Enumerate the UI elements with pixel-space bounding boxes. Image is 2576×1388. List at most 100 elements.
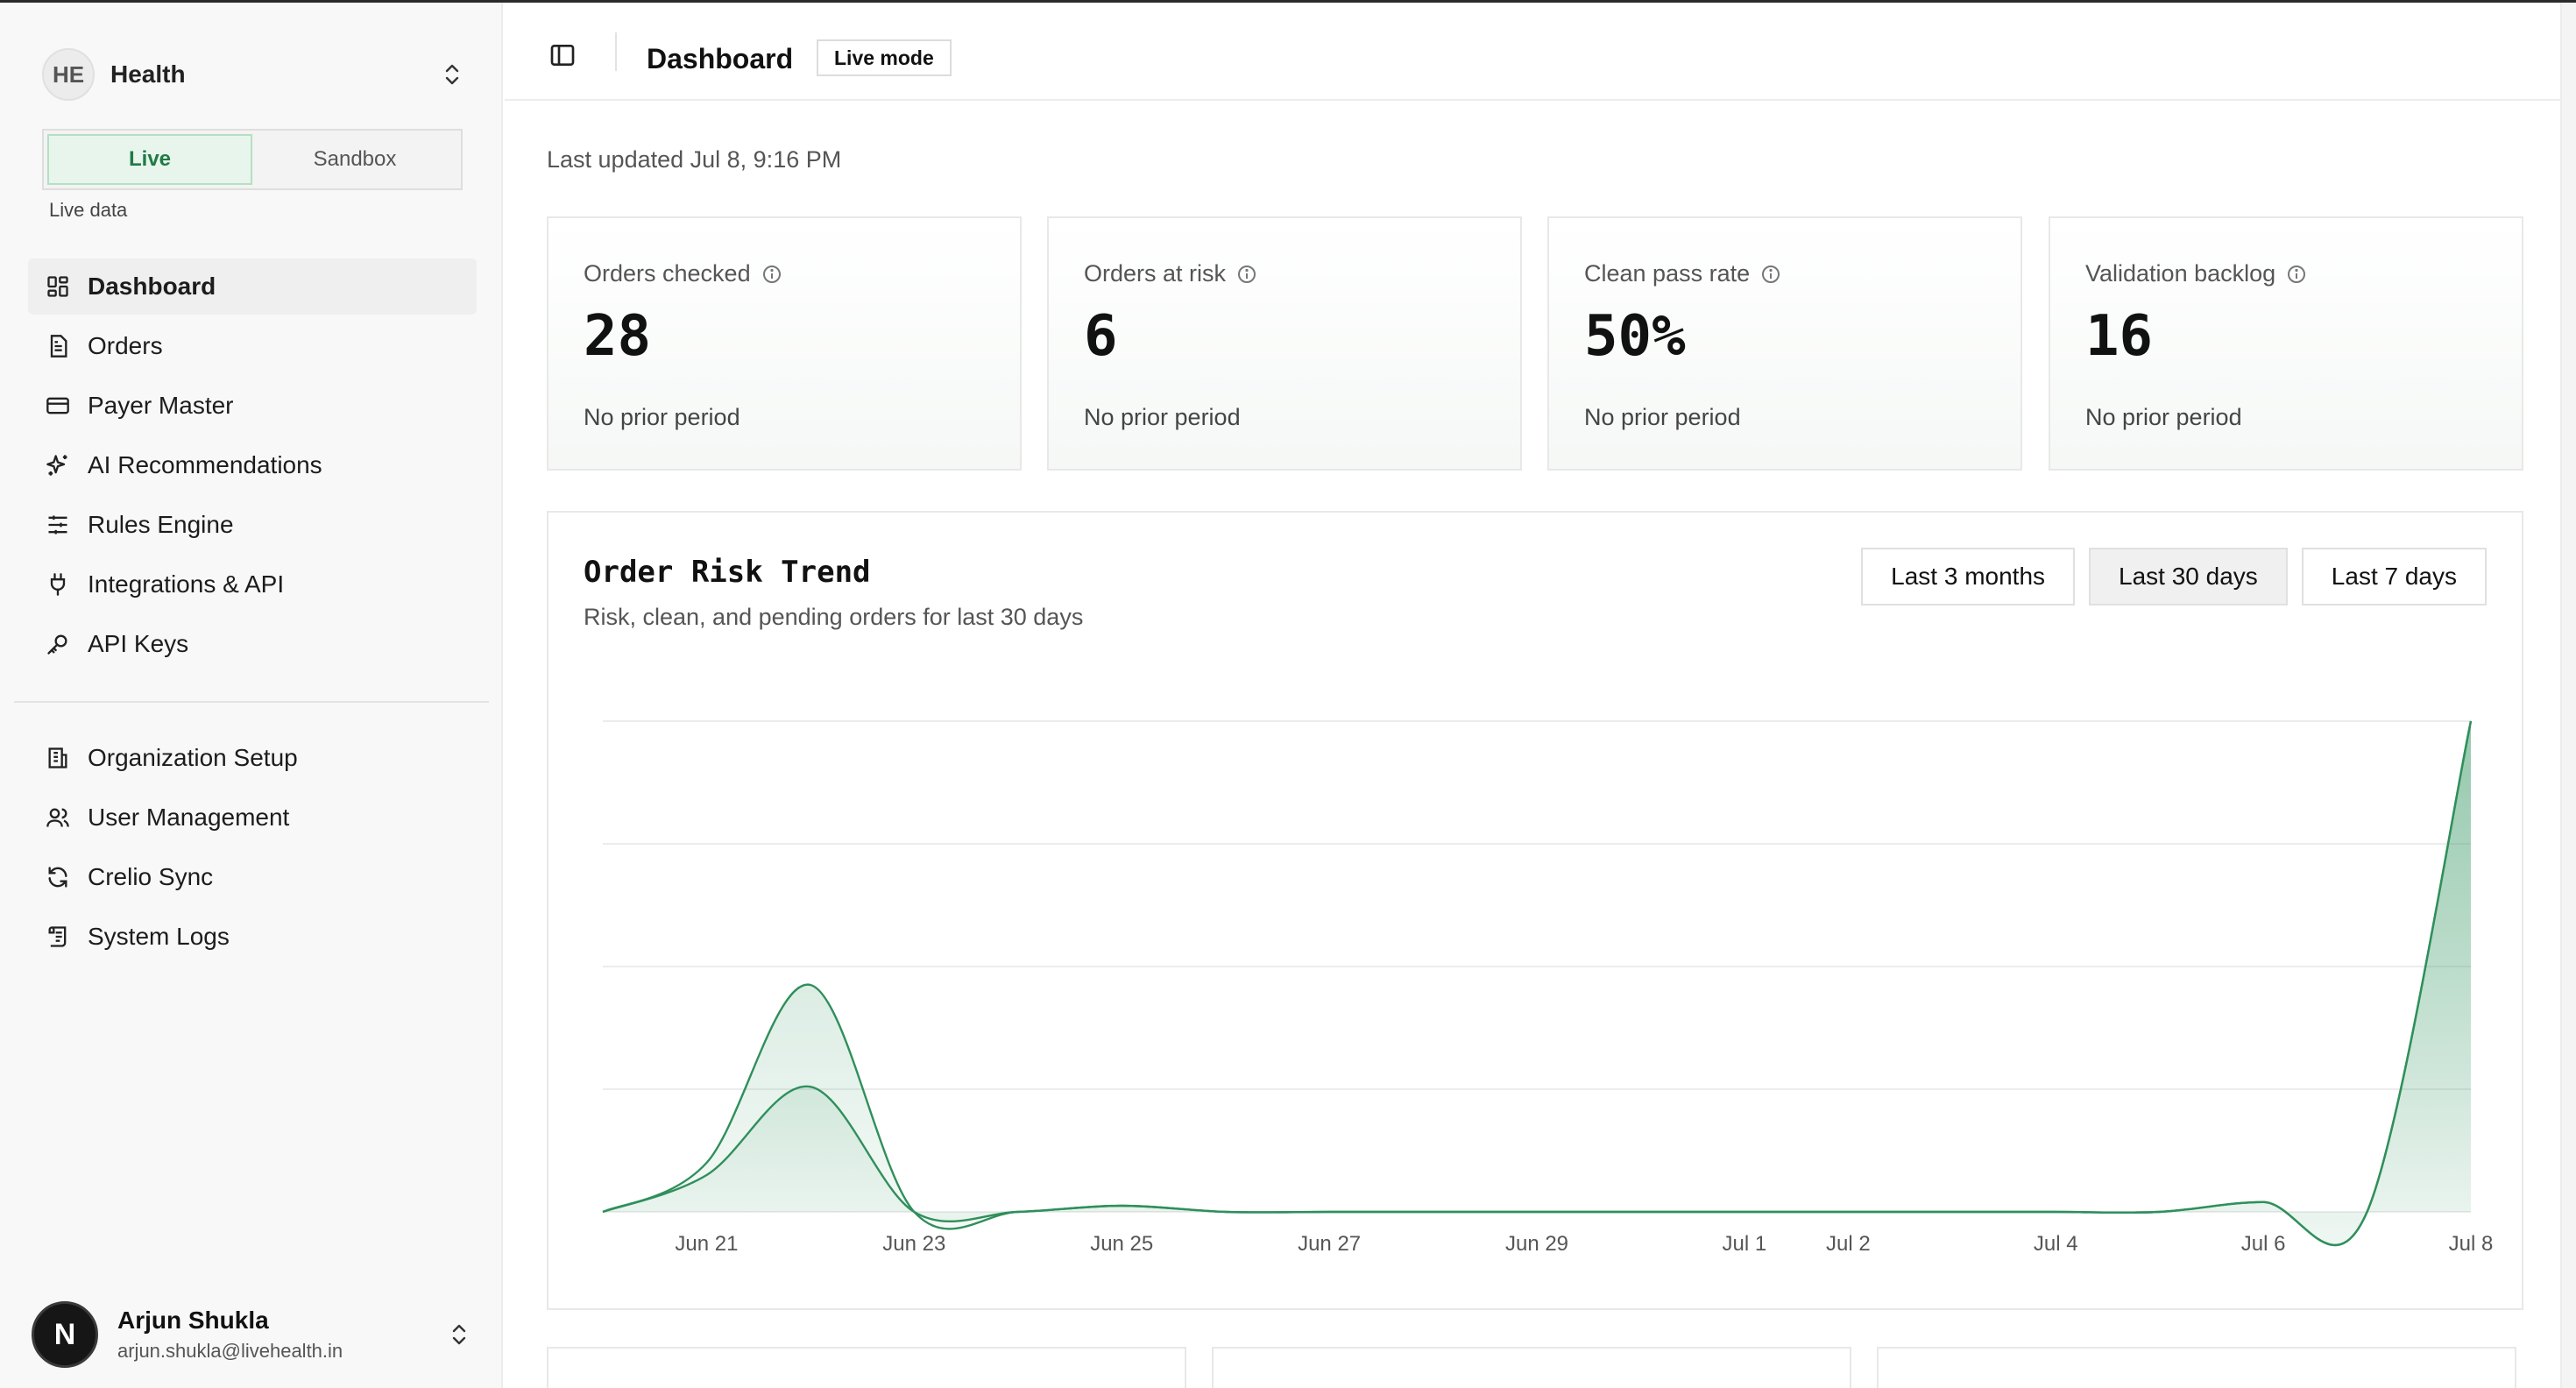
stats-row: Orders checked 28 No prior period Orders… [547, 216, 2523, 471]
user-menu[interactable]: N Arjun Shukla arjun.shukla@livehealth.i… [32, 1299, 470, 1370]
stat-label: Clean pass rate [1584, 260, 1781, 287]
environment-toggle: Live Sandbox [42, 129, 463, 190]
nav-item-api-keys[interactable]: API Keys [28, 616, 477, 672]
page-title: Dashboard [647, 43, 794, 74]
org-switcher[interactable]: HE Health [42, 48, 463, 101]
info-icon[interactable] [1236, 264, 1257, 285]
x-tick-label: Jul 4 [2034, 1232, 2078, 1256]
x-tick-label: Jun 23 [882, 1232, 945, 1256]
primary-nav: Dashboard Orders Payer Master AI Recomme… [28, 258, 477, 676]
x-tick-label: Jun 25 [1090, 1232, 1153, 1256]
window-top-border [0, 0, 2576, 3]
range-last-30-days-button[interactable]: Last 30 days [2089, 548, 2288, 605]
stat-comparison: No prior period [1084, 404, 1241, 430]
stat-label-text: Clean pass rate [1584, 260, 1751, 287]
trend-chart: Jun 21 Jun 23 Jun 25 Jun 27 Jun 29 Jul 1 Jul 2… [602, 720, 2494, 1256]
document-icon [44, 332, 72, 360]
user-name: Arjun Shukla [117, 1307, 269, 1334]
sync-icon [44, 863, 72, 891]
x-tick-label: Jul 8 [2449, 1232, 2494, 1256]
stat-label-text: Validation backlog [2085, 260, 2276, 287]
stat-card-orders-at-risk: Orders at risk 6 No prior period [1047, 216, 1522, 471]
nav-item-dashboard[interactable]: Dashboard [28, 258, 477, 315]
card-icon [44, 392, 72, 420]
nav-item-system-logs[interactable]: System Logs [28, 909, 477, 965]
chevron-up-down-icon[interactable] [442, 60, 463, 89]
range-last-3-months-button[interactable]: Last 3 months [1861, 548, 2076, 605]
scrollbar-track[interactable] [2560, 3, 2576, 1388]
scroll-icon [44, 923, 72, 951]
stat-comparison: No prior period [1584, 404, 1741, 430]
live-mode-badge: Live mode [817, 39, 952, 76]
user-info: Arjun Shukla arjun.shukla@livehealth.in [117, 1307, 343, 1363]
stat-value: 50% [1584, 304, 1686, 369]
x-tick-label: Jul 6 [2241, 1232, 2286, 1256]
bottom-card [547, 1347, 1186, 1388]
nav-item-crelio-sync[interactable]: Crelio Sync [28, 849, 477, 905]
live-mode-button[interactable]: Live [47, 134, 252, 185]
plug-icon [44, 570, 72, 598]
x-tick-label: Jun 29 [1505, 1232, 1568, 1256]
nav-label: Rules Engine [88, 511, 234, 538]
nav-label: Organization Setup [88, 744, 298, 771]
chart-title: Order Risk Trend [584, 555, 871, 590]
page-header: Dashboard Live mode [505, 3, 2562, 101]
stat-value: 28 [584, 304, 652, 369]
avatar: N [32, 1301, 98, 1368]
sparkles-icon [44, 451, 72, 479]
org-avatar: HE [42, 48, 95, 101]
info-icon[interactable] [761, 264, 782, 285]
secondary-nav: Organization Setup User Management Creli… [28, 730, 477, 968]
stat-comparison: No prior period [2085, 404, 2242, 430]
chevron-up-down-icon[interactable] [449, 1321, 470, 1349]
environment-caption: Live data [49, 199, 128, 221]
stat-card-orders-checked: Orders checked 28 No prior period [547, 216, 1022, 471]
nav-label: Crelio Sync [88, 863, 214, 890]
nav-label: User Management [88, 804, 290, 831]
stat-value: 16 [2085, 304, 2154, 369]
nav-label: Orders [88, 332, 163, 359]
order-risk-trend-card: Jun 21 Jun 23 Jun 25 Jun 27 Jun 29 Jul 1 Jul 2… [547, 511, 2523, 1310]
stat-label-text: Orders at risk [1084, 260, 1227, 287]
series-0-area [603, 721, 2471, 1245]
x-tick-label: Jul 1 [1723, 1232, 1767, 1256]
stat-card-clean-pass-rate: Clean pass rate 50% No prior period [1547, 216, 2022, 471]
nav-item-organization-setup[interactable]: Organization Setup [28, 730, 477, 786]
grid-icon [44, 273, 72, 301]
users-icon [44, 804, 72, 832]
sandbox-mode-button[interactable]: Sandbox [313, 147, 397, 171]
user-email: arjun.shukla@livehealth.in [117, 1340, 343, 1362]
series-1-line[interactable] [602, 720, 2473, 1247]
nav-item-ai-recommendations[interactable]: AI Recommendations [28, 437, 477, 493]
sliders-icon [44, 511, 72, 539]
sidebar-toggle-icon[interactable] [548, 41, 577, 69]
stat-label: Orders at risk [1084, 260, 1257, 287]
info-icon[interactable] [2286, 264, 2307, 285]
bottom-card [1212, 1347, 1851, 1388]
nav-label: System Logs [88, 923, 230, 950]
stat-card-validation-backlog: Validation backlog 16 No prior period [2049, 216, 2523, 471]
range-last-7-days-button[interactable]: Last 7 days [2301, 548, 2487, 605]
main-content: Dashboard Live mode Last updated Jul 8, … [505, 3, 2576, 1388]
org-name: Health [110, 60, 186, 88]
nav-item-rules-engine[interactable]: Rules Engine [28, 497, 477, 553]
stat-label: Validation backlog [2085, 260, 2307, 287]
x-tick-label: Jul 2 [1826, 1232, 1871, 1256]
x-tick-label: Jun 21 [675, 1232, 738, 1256]
info-icon[interactable] [1760, 264, 1781, 285]
nav-label: Integrations & API [88, 570, 285, 598]
bottom-card [1877, 1347, 2516, 1388]
nav-item-user-management[interactable]: User Management [28, 790, 477, 846]
range-selector: Last 3 months Last 30 days Last 7 days [1861, 548, 2487, 605]
key-icon [44, 630, 72, 658]
nav-label: Payer Master [88, 392, 234, 419]
stat-comparison: No prior period [584, 404, 740, 430]
series-1-area [603, 721, 2471, 1245]
nav-label: Dashboard [88, 273, 216, 300]
chart-subtitle: Risk, clean, and pending orders for last… [584, 604, 1084, 630]
header-divider [615, 32, 617, 71]
nav-label: AI Recommendations [88, 451, 322, 478]
nav-item-integrations-api[interactable]: Integrations & API [28, 556, 477, 613]
nav-item-orders[interactable]: Orders [28, 318, 477, 374]
nav-item-payer-master[interactable]: Payer Master [28, 378, 477, 434]
